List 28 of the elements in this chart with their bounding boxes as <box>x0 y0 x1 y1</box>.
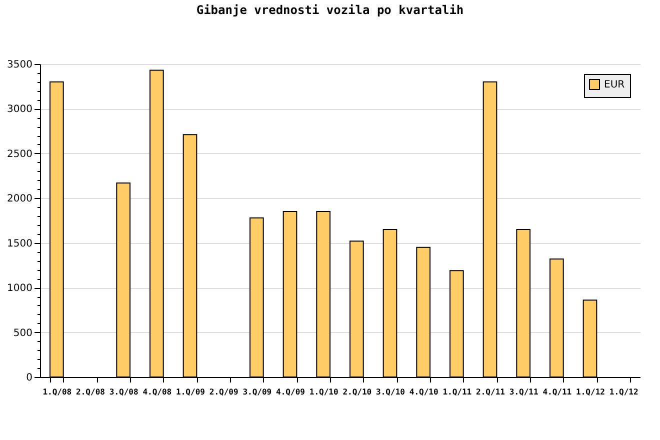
y-tick-label: 3000 <box>7 104 32 116</box>
x-tick-label: 1.Q/12 <box>609 388 638 396</box>
x-tick-label: 1.Q/11 <box>442 388 472 396</box>
x-tick-label: 1.Q/08 <box>42 388 72 396</box>
x-tick-label: 4.Q/10 <box>409 388 438 396</box>
x-tick-label: 4.Q/11 <box>542 388 572 396</box>
x-tick-label: 2.Q/11 <box>476 388 506 396</box>
x-tick-label: 2.Q/08 <box>76 388 106 396</box>
x-tick-label: 4.Q/09 <box>276 388 306 396</box>
x-tick-label: 4.Q/08 <box>142 388 172 396</box>
x-tick-label: 1.Q/10 <box>309 388 338 396</box>
y-tick-label: 2500 <box>7 148 32 160</box>
x-tick-label: 3.Q/09 <box>242 388 272 396</box>
y-tick-label: 1000 <box>7 283 32 294</box>
y-tick-label: 1500 <box>7 238 32 250</box>
chart-title: Gibanje vrednosti vozila po kvartalih <box>196 3 464 17</box>
x-tick-label: 2.Q/10 <box>342 388 372 396</box>
x-tick-label: 3.Q/11 <box>509 388 538 396</box>
legend-label: EUR <box>604 80 625 90</box>
y-tick-label: 3500 <box>7 60 32 70</box>
y-tick-label: 2000 <box>7 194 32 205</box>
y-tick-label: 500 <box>13 328 32 339</box>
x-tick-label: 2.Q/09 <box>209 388 238 396</box>
x-tick-label: 3.Q/10 <box>376 388 406 396</box>
x-tick-label: 1.Q/09 <box>176 388 206 396</box>
y-tick-label: 0 <box>26 372 32 384</box>
x-tick-label: 1.Q/12 <box>576 388 606 396</box>
x-tick-label: 3.Q/08 <box>109 388 138 396</box>
